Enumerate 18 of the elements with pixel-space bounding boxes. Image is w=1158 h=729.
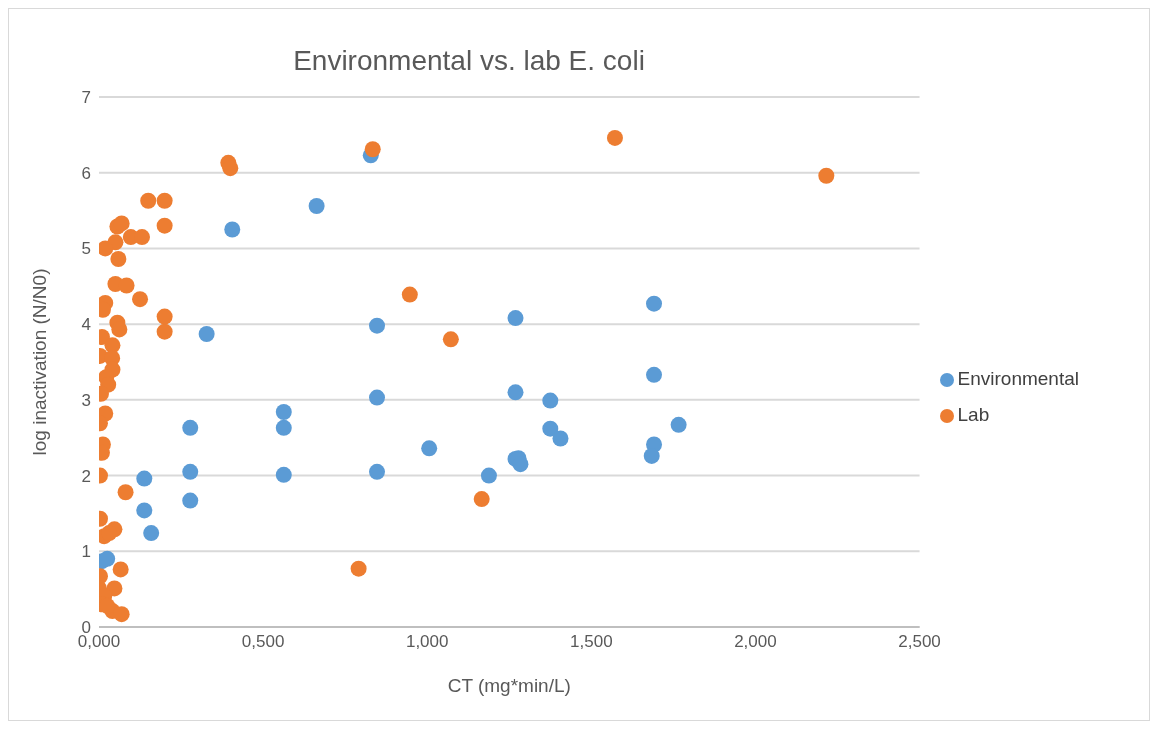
y-tick-label: 7 (81, 88, 91, 107)
y-tick-label: 3 (81, 390, 91, 410)
legend-label: Lab (957, 404, 990, 425)
x-tick-label: 1,500 (570, 632, 613, 652)
x-tick-label: 2,000 (734, 632, 777, 652)
y-tick-label: 5 (81, 239, 91, 259)
x-tick-label: 1,000 (405, 632, 449, 652)
chart-title: Environmental vs. lab E. coli (292, 45, 646, 77)
x-axis-title: CT (mg*min/L) (447, 675, 571, 696)
y-tick-label: 6 (81, 163, 91, 183)
legend-label: Environmental (957, 368, 1079, 389)
x-tick-label: 2,500 (898, 632, 941, 652)
x-tick-label: 0,500 (241, 632, 285, 652)
y-tick-label: 4 (81, 315, 91, 335)
y-tick-label: 2 (81, 466, 91, 486)
x-tick-label: 0,000 (77, 632, 121, 652)
y-axis-title: log inactivation (N/N0) (28, 268, 50, 456)
y-tick-label: 1 (81, 542, 91, 562)
